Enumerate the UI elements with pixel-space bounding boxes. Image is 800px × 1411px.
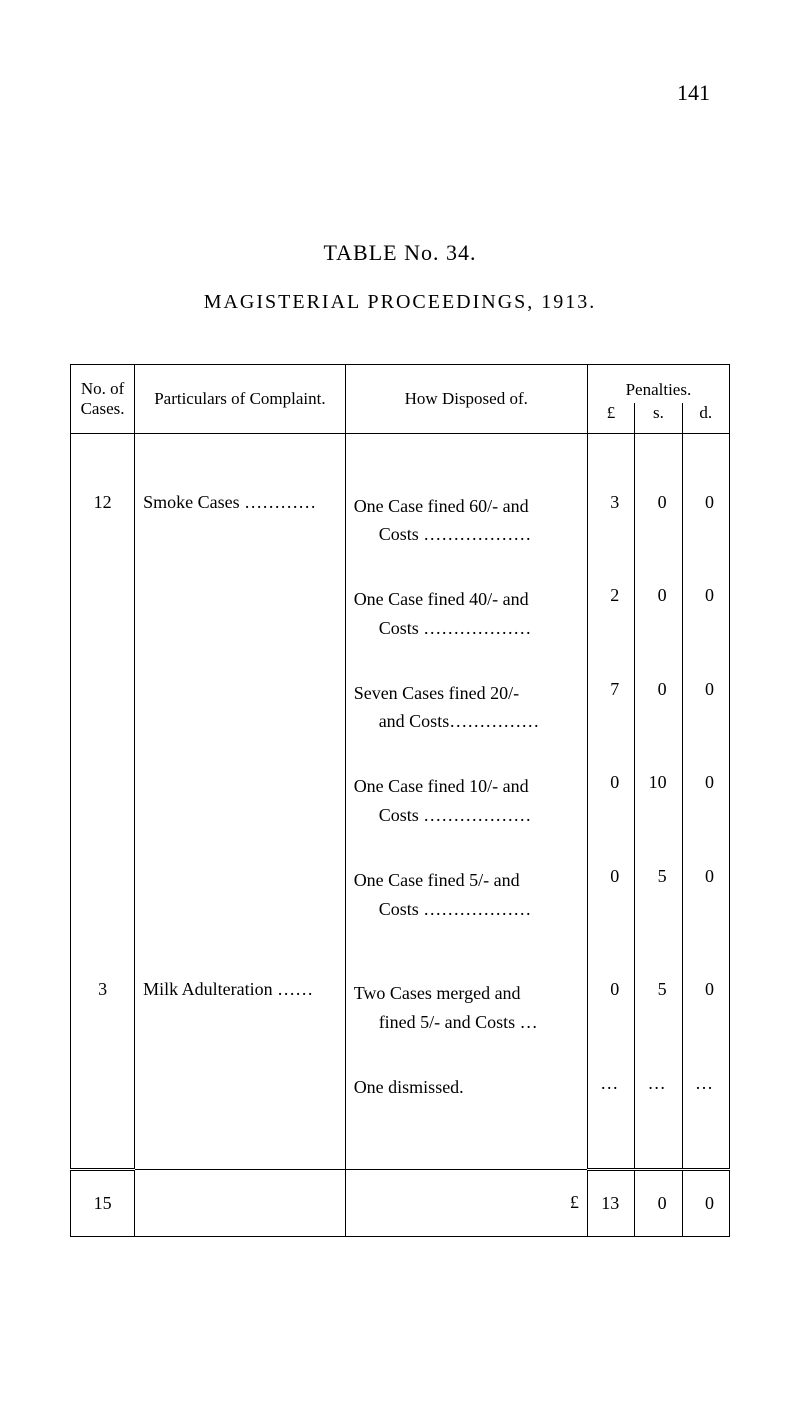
total-pence: 0 [682,1170,729,1237]
cell-particulars: Smoke Cases ………… [135,484,346,558]
table-row: Seven Cases fined 20/- and Costs…………… 7 … [71,671,730,745]
header-pence: d. [682,403,729,433]
cell-pounds: 0 [587,764,634,838]
disposed-line1: One Case fined 5/- and [354,870,520,890]
disposed-line1: Seven Cases fined 20/- [354,683,519,703]
disposed-line1: One Case fined 10/- and [354,776,529,796]
table-row: One dismissed. … … … [71,1065,730,1110]
disposed-line2: fined 5/- and Costs … [354,1012,538,1032]
cell-shillings: 5 [635,971,682,1045]
disposed-line2: Costs ……………… [354,618,532,638]
cell-pence: 0 [682,764,729,838]
disposed-line1: One Case fined 60/- and [354,496,529,516]
header-pounds: £ [587,403,634,433]
cell-disposed: One Case fined 40/- and Costs ……………… [345,577,587,651]
cell-shillings: 0 [635,484,682,558]
total-no: 15 [71,1170,135,1237]
cell-pounds: … [587,1065,634,1110]
cell-particulars [135,577,346,651]
cell-disposed: One dismissed. [345,1065,587,1110]
total-row: 15 £ 13 0 0 [71,1170,730,1237]
cell-pence: 0 [682,858,729,932]
table-row: One Case fined 40/- and Costs ……………… 2 0… [71,577,730,651]
total-pound-sign: £ [345,1170,587,1237]
total-shillings: 0 [635,1170,682,1237]
cell-disposed: Seven Cases fined 20/- and Costs…………… [345,671,587,745]
table-row: 3 Milk Adulteration …… Two Cases merged … [71,971,730,1045]
spacer [71,1045,730,1065]
cell-pence: 0 [682,577,729,651]
spacer [71,557,730,577]
cell-no [71,764,135,838]
spacer [71,1130,730,1150]
cell-no [71,858,135,932]
cell-pounds: 0 [587,971,634,1045]
cell-pence: … [682,1065,729,1110]
header-disposed: How Disposed of. [345,365,587,434]
cell-pounds: 7 [587,671,634,745]
spacer [71,951,730,971]
disposed-line2: and Costs…………… [354,711,540,731]
cell-pounds: 0 [587,858,634,932]
cell-no: 12 [71,484,135,558]
spacer [71,931,730,951]
cell-pence: 0 [682,484,729,558]
disposed-line1: One dismissed. [354,1077,464,1097]
disposed-line2: Costs ……………… [354,524,532,544]
cell-no: 3 [71,971,135,1045]
page-number: 141 [677,80,710,106]
spacer [71,434,730,484]
proceedings-table: No. of Cases. Particulars of Complaint. … [70,364,730,1237]
cell-disposed: Two Cases merged and fined 5/- and Costs… [345,971,587,1045]
spacer [71,838,730,858]
cell-disposed: One Case fined 5/- and Costs ……………… [345,858,587,932]
header-particulars: Particulars of Complaint. [135,365,346,434]
cell-particulars [135,671,346,745]
disposed-line1: One Case fined 40/- and [354,589,529,609]
cell-pounds: 2 [587,577,634,651]
cell-shillings: 5 [635,858,682,932]
cell-shillings: 0 [635,577,682,651]
spacer [71,1150,730,1170]
cell-particulars [135,764,346,838]
cell-pounds: 3 [587,484,634,558]
header-no-cases: No. of Cases. [71,365,135,434]
table-header-row: No. of Cases. Particulars of Complaint. … [71,365,730,404]
total-blank [135,1170,346,1237]
cell-pence: 0 [682,971,729,1045]
cell-shillings: 0 [635,671,682,745]
spacer [71,1110,730,1130]
cell-shillings: … [635,1065,682,1110]
spacer [71,744,730,764]
cell-pence: 0 [682,671,729,745]
cell-shillings: 10 [635,764,682,838]
subtitle: MAGISTERIAL PROCEEDINGS, 1913. [70,291,730,314]
table-row: One Case fined 10/- and Costs ……………… 0 1… [71,764,730,838]
table-row: One Case fined 5/- and Costs ……………… 0 5 … [71,858,730,932]
table-row: 12 Smoke Cases ………… One Case fined 60/- … [71,484,730,558]
cell-particulars [135,1065,346,1110]
disposed-line2: Costs ……………… [354,899,532,919]
cell-no [71,671,135,745]
cell-disposed: One Case fined 10/- and Costs ……………… [345,764,587,838]
cell-particulars: Milk Adulteration …… [135,971,346,1045]
header-shillings: s. [635,403,682,433]
disposed-line1: Two Cases merged and [354,983,521,1003]
spacer [71,651,730,671]
cell-particulars [135,858,346,932]
cell-no [71,1065,135,1110]
cell-no [71,577,135,651]
header-penalties: Penalties. [587,365,729,404]
table-title: TABLE No. 34. [70,240,730,266]
total-pounds: 13 [587,1170,634,1237]
disposed-line2: Costs ……………… [354,805,532,825]
cell-disposed: One Case fined 60/- and Costs ……………… [345,484,587,558]
